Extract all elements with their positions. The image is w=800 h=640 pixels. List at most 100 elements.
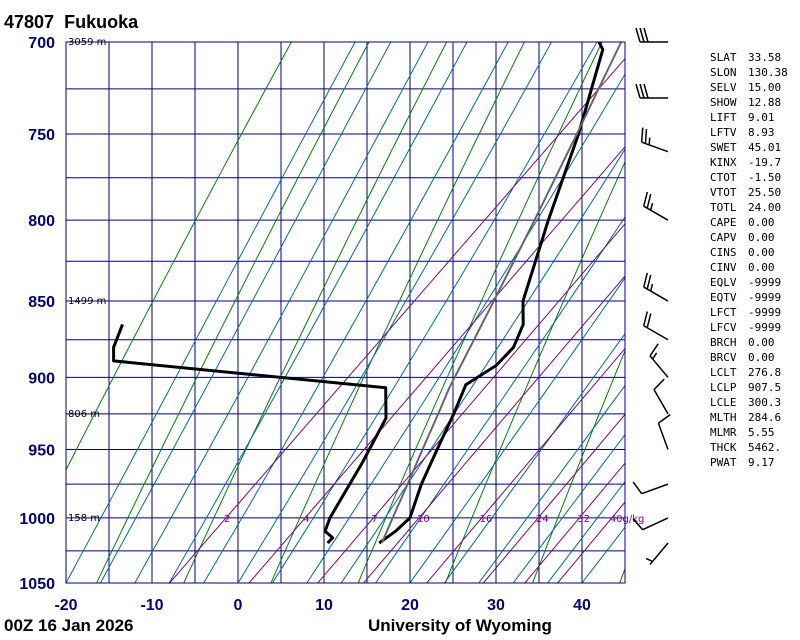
index-key: CTOT <box>710 171 737 184</box>
index-value: 907.5 <box>748 381 782 394</box>
wind-barb <box>632 481 669 495</box>
data-source: University of Wyoming <box>368 616 552 635</box>
index-value: 0.00 <box>748 216 775 229</box>
mixing-ratio-label: 2 <box>224 514 230 525</box>
moist-adiabat <box>203 42 509 583</box>
dewpoint-profile <box>112 323 388 545</box>
temperature-profile <box>378 42 605 545</box>
index-value: -9999 <box>748 306 782 319</box>
dry-adiabat <box>444 160 625 583</box>
dry-adiabat <box>96 42 370 583</box>
dry-adiabat <box>357 42 603 583</box>
index-row: SWET 45.01 <box>710 140 800 155</box>
y-tick-label: 850 <box>28 294 55 311</box>
wind-barb <box>657 413 671 450</box>
x-tick-label: -20 <box>54 597 77 614</box>
mixing-ratio-label: 32 <box>577 514 590 525</box>
x-tick-label: 20 <box>401 597 419 614</box>
index-key: LFCT <box>710 306 737 319</box>
moist-adiabat <box>66 42 356 583</box>
index-key: CAPE <box>710 216 737 229</box>
index-row: LIFT 9.01 <box>710 110 800 125</box>
index-row: CTOT -1.50 <box>710 170 800 185</box>
mixing-ratio-label: 4 <box>303 514 309 525</box>
mixing-ratio-line <box>483 413 625 583</box>
index-key: VTOT <box>710 186 737 199</box>
index-key: LCLP <box>710 381 737 394</box>
index-key: BRCV <box>710 351 737 364</box>
index-value: 0.00 <box>748 231 775 244</box>
y-tick-label: 900 <box>28 370 55 387</box>
mixing-ratio-line <box>557 501 625 583</box>
y-tick-label: 700 <box>28 35 55 52</box>
index-key: EQTV <box>710 291 737 304</box>
index-value: 15.00 <box>748 81 782 94</box>
index-key: LFTV <box>710 126 737 139</box>
index-value: 9.01 <box>748 111 775 124</box>
index-value: 276.8 <box>748 366 782 379</box>
index-value: 284.6 <box>748 411 782 424</box>
sounding-time: 00Z 16 Jan 2026 <box>4 616 134 635</box>
moist-adiabat <box>478 384 625 583</box>
height-label: 1499 m <box>68 296 106 307</box>
parcel-profile <box>380 42 623 544</box>
moist-adiabat <box>168 42 468 583</box>
moist-adiabat <box>547 480 625 583</box>
x-tick-label: -10 <box>140 597 163 614</box>
index-row: TOTL 24.00 <box>710 200 800 215</box>
y-tick-label: 750 <box>28 127 55 144</box>
mixing-ratio-label: 24 <box>536 514 549 525</box>
index-row: CINS 0.00 <box>710 245 800 260</box>
index-value: 9.17 <box>748 456 775 469</box>
index-row: BRCV 0.00 <box>710 350 800 365</box>
index-value: 5462. <box>748 441 782 454</box>
index-key: THCK <box>710 441 737 454</box>
index-value: 130.38 <box>748 66 788 79</box>
mixing-ratio-line <box>317 223 625 583</box>
wind-barb <box>649 343 669 378</box>
mixing-ratio-line <box>248 146 625 583</box>
index-key: SHOW <box>710 96 737 109</box>
index-row: CAPE 0.00 <box>710 215 800 230</box>
index-row: LCLP 907.5 <box>710 380 800 395</box>
mixing-ratio-label: 7 <box>371 514 377 525</box>
index-row: BRCH 0.00 <box>710 335 800 350</box>
index-row: SLON 130.38 <box>710 65 800 80</box>
index-row: LFCV -9999 <box>710 320 800 335</box>
station-id: 47807 <box>4 12 55 32</box>
index-value: -19.7 <box>748 156 782 169</box>
index-row: KINX -19.7 <box>710 155 800 170</box>
index-key: LIFT <box>710 111 737 124</box>
index-row: LFTV 8.93 <box>710 125 800 140</box>
index-key: KINX <box>710 156 737 169</box>
index-row: EQLV -9999 <box>710 275 800 290</box>
moist-adiabat <box>99 42 392 583</box>
index-value: 45.01 <box>748 141 782 154</box>
index-value: 0.00 <box>748 351 775 364</box>
wind-barb <box>643 311 669 341</box>
index-key: MLMR <box>710 426 737 439</box>
index-key: TOTL <box>710 201 737 214</box>
index-row: SHOW 12.88 <box>710 95 800 110</box>
station-title: 47807 Fukuoka <box>4 12 138 33</box>
wind-barb <box>640 127 669 153</box>
moist-adiabat <box>340 148 625 583</box>
index-value: -1.50 <box>748 171 782 184</box>
index-key: PWAT <box>710 456 737 469</box>
index-value: 300.3 <box>748 396 782 409</box>
y-tick-label: 950 <box>28 442 55 459</box>
x-tick-label: 30 <box>487 597 505 614</box>
dry-adiabat <box>183 42 448 583</box>
index-row: VTOT 25.50 <box>710 185 800 200</box>
index-key: SELV <box>710 81 737 94</box>
index-row: PWAT 9.17 <box>710 455 800 470</box>
index-value: 0.00 <box>748 246 775 259</box>
wind-barb <box>632 517 669 531</box>
index-row: CINV 0.00 <box>710 260 800 275</box>
index-row: EQTV -9999 <box>710 290 800 305</box>
plot-frame <box>65 41 626 584</box>
index-row: SLAT 33.58 <box>710 50 800 65</box>
x-tick-label: 0 <box>234 597 243 614</box>
station-name: Fukuoka <box>64 12 139 32</box>
